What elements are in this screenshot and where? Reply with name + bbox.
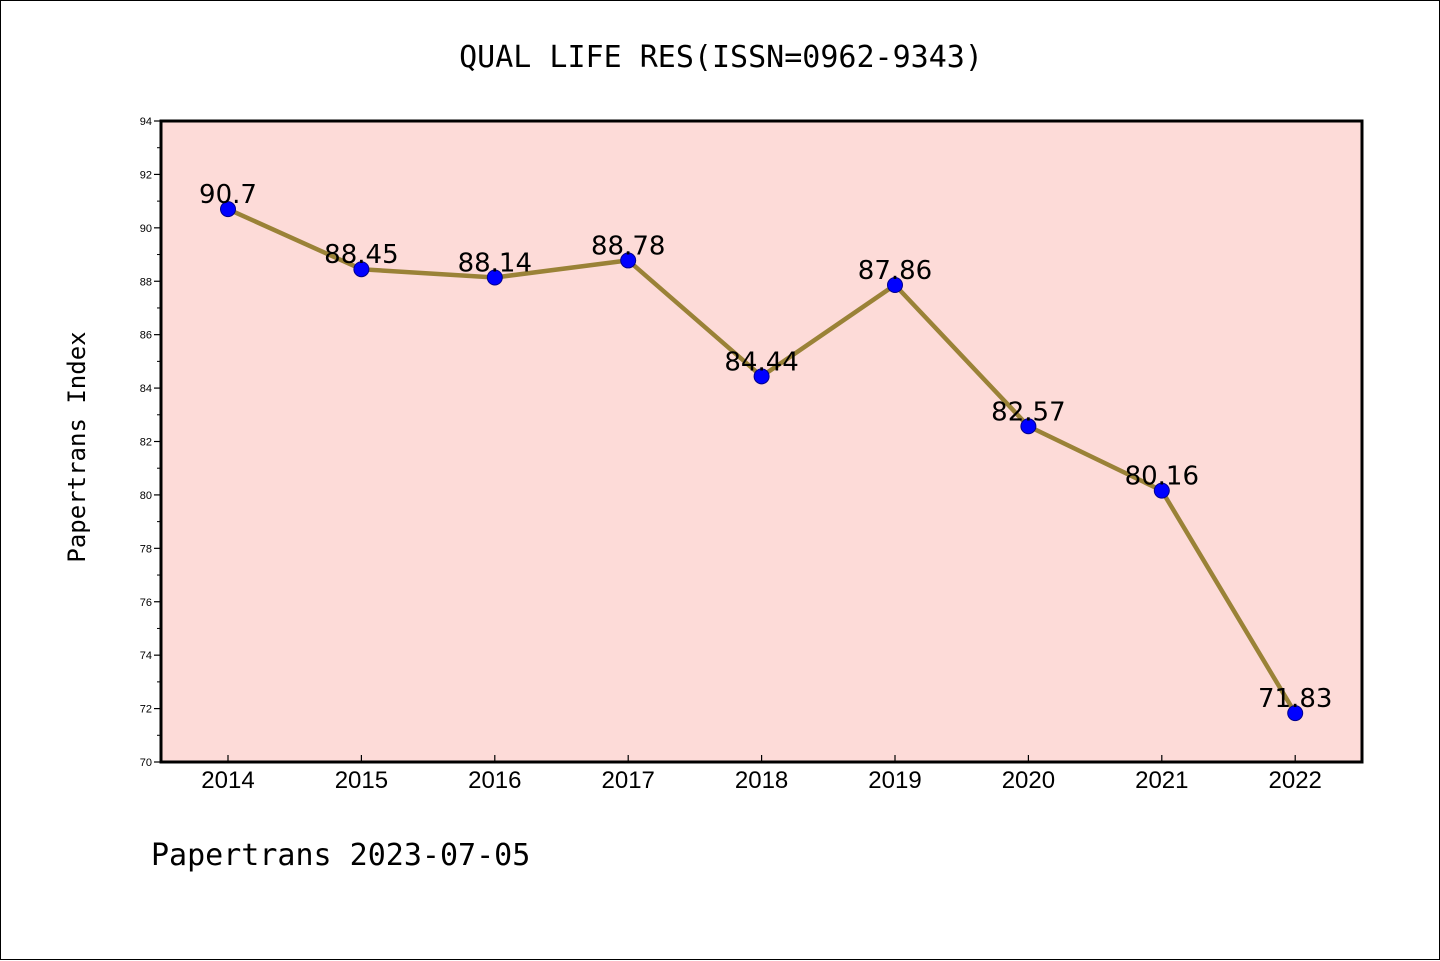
- y-tick-label: 86: [140, 330, 152, 342]
- y-tick-label: 72: [140, 704, 152, 716]
- data-label: 90.7: [199, 180, 257, 210]
- y-tick-label: 84: [140, 383, 152, 395]
- y-tick-label: 92: [140, 169, 152, 181]
- x-tick-label: 2014: [201, 767, 254, 794]
- data-label: 80.16: [1125, 462, 1199, 492]
- x-tick-label: 2015: [335, 767, 388, 794]
- x-tick-label: 2016: [468, 767, 521, 794]
- data-point: [753, 368, 770, 385]
- data-point: [1020, 418, 1037, 435]
- data-point: [353, 261, 370, 278]
- data-point: [1287, 705, 1304, 722]
- data-label: 82.57: [991, 397, 1065, 427]
- data-point: [620, 252, 637, 269]
- y-tick-label: 90: [140, 223, 152, 235]
- data-label: 71.83: [1258, 684, 1332, 714]
- y-tick-label: 78: [140, 543, 152, 555]
- x-tick-label: 2021: [1135, 767, 1188, 794]
- data-point: [486, 269, 503, 286]
- x-axis: 2014 2015 2016 2017 2018 2019 2020 2021 2022: [201, 755, 1322, 794]
- data-label: 88.14: [458, 249, 532, 279]
- y-axis: 70 72 74 76 78 80 82 84 86 88 90 92 94: [140, 116, 161, 769]
- series-line-group: [220, 201, 1304, 722]
- y-tick-label: 94: [140, 116, 152, 128]
- data-point: [887, 276, 903, 293]
- plot-area: [159, 119, 1364, 764]
- chart-title: QUAL LIFE RES(ISSN=0962-9343): [459, 40, 983, 75]
- y-tick-label: 74: [140, 650, 152, 662]
- data-point: [1153, 482, 1170, 499]
- y-tick-label: 82: [140, 437, 152, 449]
- data-label-group: 90.7 88.45 88.14 88.78 84.44 87.86 82.57 80.16 7…: [199, 180, 1332, 714]
- x-tick-label: 2018: [735, 767, 788, 794]
- data-label: 88.78: [591, 231, 665, 261]
- footer-stamp: Papertrans 2023-07-05: [151, 838, 530, 873]
- data-point: [220, 201, 236, 218]
- x-tick-label: 2017: [602, 767, 655, 794]
- data-label: 87.86: [858, 256, 932, 286]
- y-axis-title: Papertrans Index: [63, 331, 91, 562]
- y-tick-label: 76: [140, 597, 152, 609]
- x-tick-label: 2022: [1269, 767, 1322, 794]
- y-tick-label: 70: [140, 757, 152, 769]
- x-tick-label: 2020: [1002, 767, 1055, 794]
- x-tick-label: 2019: [868, 767, 921, 794]
- y-tick-label: 88: [140, 276, 152, 288]
- data-label: 84.44: [724, 347, 798, 377]
- data-label: 88.45: [324, 240, 398, 270]
- y-tick-label: 80: [140, 490, 152, 502]
